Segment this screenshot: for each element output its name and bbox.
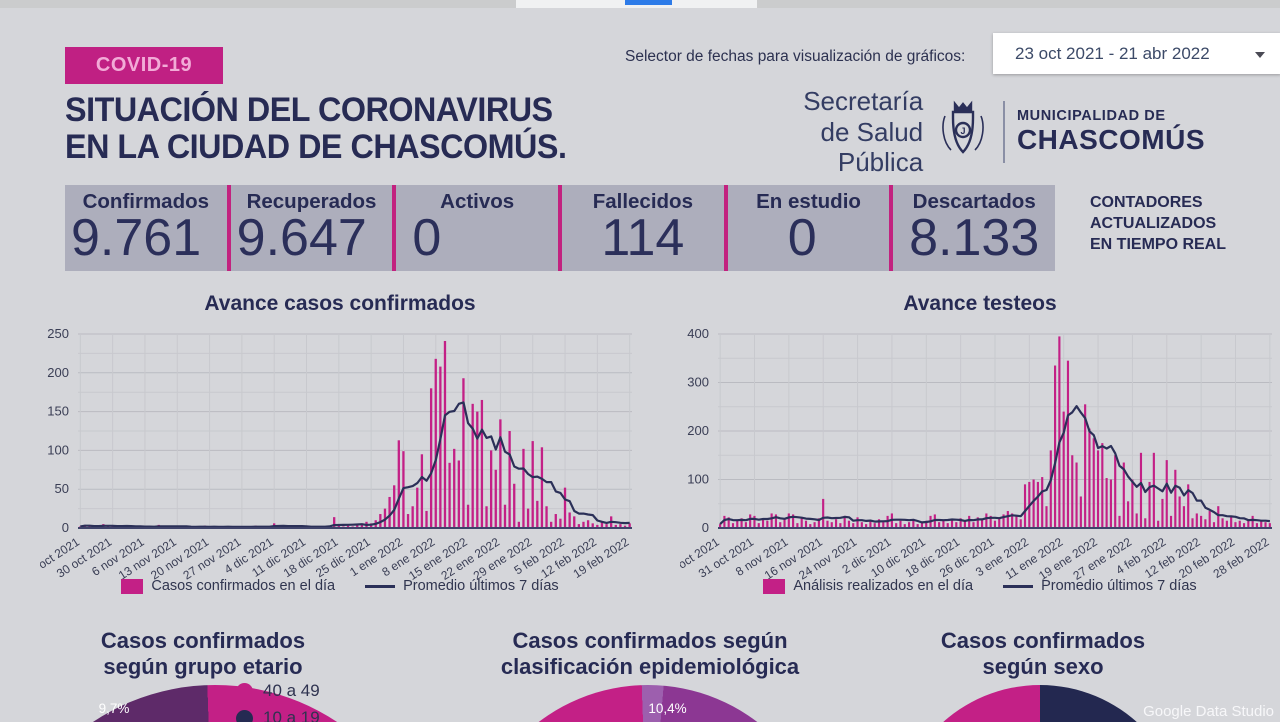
secretaria-label: Secretaría de Salud Pública <box>803 86 924 178</box>
counter-value: 9.761 <box>71 209 202 267</box>
logo-divider <box>1003 101 1005 163</box>
counter-label: Activos <box>440 190 515 213</box>
counter-value: 9.647 <box>236 209 367 267</box>
date-range-selector[interactable]: 23 oct 2021 - 21 abr 2022 <box>993 33 1280 74</box>
counter-fallecidos: Fallecidos 114 <box>562 185 724 271</box>
date-range-value: 23 oct 2021 - 21 abr 2022 <box>1015 44 1210 63</box>
counter-label: Fallecidos <box>592 190 693 213</box>
counter-recuperados: Recuperados 9.647 <box>231 185 393 271</box>
google-data-studio-watermark: Google Data Studio <box>1143 703 1274 720</box>
counter-value: 114 <box>601 209 685 267</box>
bar-legend-swatch <box>763 578 786 594</box>
covid19-badge: COVID-19 <box>65 47 223 84</box>
realtime-counters-panel: Confirmados 9.761 Recuperados 9.647 Activos 0… <box>65 185 1055 271</box>
tests-chart: Avance testeos 010020030040023 oct 20213… <box>680 292 1280 594</box>
bar-legend-label: Análisis realizados en el día <box>793 578 974 594</box>
active-tab-indicator <box>625 0 672 5</box>
svg-text:400: 400 <box>687 326 709 341</box>
line-legend-label: Promedio últimos 7 días <box>403 578 559 594</box>
counter-label: En estudio <box>756 190 861 213</box>
legend-label: 40 a 49 <box>263 681 320 700</box>
counter-descartados: Descartados 8.133 <box>893 185 1055 271</box>
line-legend-label: Promedio últimos 7 días <box>1041 578 1197 594</box>
municipalidad-label: MUNICIPALIDAD DE CHASCOMÚS <box>1016 108 1205 155</box>
counter-en-estudio: En estudio 0 <box>728 185 890 271</box>
svg-text:100: 100 <box>47 442 69 457</box>
pie-title-sex: Casos confirmados según sexo <box>940 628 1146 680</box>
counter-divider <box>226 185 231 271</box>
counter-divider <box>558 185 563 271</box>
svg-text:300: 300 <box>687 375 709 390</box>
legend-item: 40 a 49 <box>236 681 320 701</box>
pie-slice-percentage: 9,7% <box>98 701 130 716</box>
counter-label: Descartados <box>912 190 1036 213</box>
bar-legend-swatch <box>121 578 144 594</box>
legend-dot <box>236 709 253 722</box>
sex-pie-chart[interactable] <box>895 685 1185 722</box>
chevron-down-icon <box>1255 52 1265 58</box>
page-title: SITUACIÓN DEL CORONAVIRUS EN LA CIUDAD D… <box>65 91 567 167</box>
chart-title: Avance casos confirmados <box>204 292 476 315</box>
counters-note: CONTADORES ACTUALIZADOS EN TIEMPO REAL <box>1090 194 1227 254</box>
age-group-pie-legend: 40 a 49 10 a 19 <box>236 681 320 722</box>
counter-confirmados: Confirmados 9.761 <box>65 185 227 271</box>
municipality-logo: Secretaría de Salud Pública J MUNICIPALI… <box>735 86 1205 177</box>
pie-title-age-group: Casos confirmados según grupo etario <box>100 628 306 680</box>
chart-legend: Casos confirmados en el día Promedio últ… <box>40 578 640 594</box>
pie-slice-percentage: 10,4% <box>648 701 687 716</box>
line-legend-swatch <box>1003 584 1034 588</box>
age-group-pie-chart[interactable] <box>0 685 435 722</box>
date-selector-label: Selector de fechas para visualización de… <box>625 48 966 65</box>
counter-divider <box>723 185 728 271</box>
legend-dot <box>236 682 253 700</box>
bar-legend-label: Casos confirmados en el día <box>151 578 336 594</box>
legend-item: 10 a 19 <box>236 708 320 722</box>
legend-label: 10 a 19 <box>263 708 320 722</box>
chart-title: Avance testeos <box>903 292 1057 315</box>
counter-value: 0 <box>787 209 817 267</box>
pie-title-epidemiological: Casos confirmados según clasificación epi… <box>500 628 800 680</box>
counter-activos: Activos 0 <box>396 185 558 271</box>
svg-text:J: J <box>961 126 966 136</box>
svg-text:100: 100 <box>687 472 709 487</box>
municipal-crest-icon: J <box>937 98 989 167</box>
browser-tab-strip <box>0 0 1280 8</box>
svg-text:250: 250 <box>47 326 69 341</box>
svg-text:200: 200 <box>47 365 69 380</box>
counter-label: Confirmados <box>82 190 210 213</box>
chart-legend: Análisis realizados en el día Promedio ú… <box>680 578 1280 594</box>
counter-value: 8.133 <box>909 209 1040 267</box>
svg-text:50: 50 <box>55 481 69 496</box>
counter-label: Recuperados <box>246 190 377 213</box>
line-legend-swatch <box>365 584 396 588</box>
counter-divider <box>392 185 397 271</box>
counter-divider <box>889 185 894 271</box>
confirmed-cases-chart: Avance casos confirmados 0 50 100 150 200 250… <box>40 292 640 594</box>
svg-text:0: 0 <box>62 520 69 535</box>
svg-text:150: 150 <box>47 404 69 419</box>
svg-text:0: 0 <box>702 520 709 535</box>
svg-text:200: 200 <box>687 423 709 438</box>
counter-value: 0 <box>412 209 442 267</box>
